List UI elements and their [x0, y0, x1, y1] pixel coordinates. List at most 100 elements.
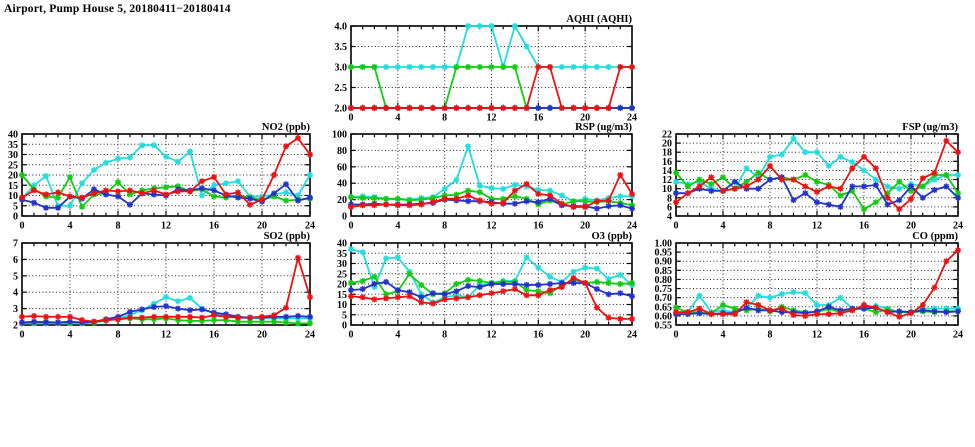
chart-title-rsp: RSP (ug/m3)	[575, 122, 632, 133]
y-tick-label: 2.0	[335, 104, 348, 115]
x-tick-label: 12	[161, 221, 171, 232]
y-tick-label: 1.00	[655, 239, 673, 250]
x-tick-label: 4	[395, 221, 400, 232]
y-tick-label: 3	[13, 304, 18, 315]
x-tick-label: 16	[209, 330, 219, 341]
x-tick-label: 4	[395, 330, 400, 341]
x-tick-label: 0	[349, 113, 354, 124]
y-tick-label: 0.95	[655, 248, 673, 259]
y-tick-label: 40	[8, 130, 18, 141]
x-tick-label: 12	[487, 330, 497, 341]
x-tick-label: 24	[953, 221, 963, 232]
y-tick-label: 35	[8, 140, 18, 151]
plot-border	[675, 242, 959, 326]
x-tick-label: 16	[859, 330, 869, 341]
y-tick-label: 60	[337, 162, 347, 173]
x-tick-label: 24	[627, 221, 637, 232]
chart-title-o3: O3 (ppb)	[591, 231, 632, 242]
chart-title-co: CO (ppm)	[912, 231, 958, 242]
y-tick-label: 0.75	[655, 284, 673, 295]
y-tick-label: 5	[342, 310, 347, 321]
x-tick-label: 16	[533, 113, 543, 124]
y-tick-label: 40	[337, 179, 347, 190]
chart-title-no2: NO2 (ppb)	[262, 122, 311, 133]
y-tick-label: 100	[332, 130, 347, 141]
y-tick-label: 0.60	[655, 311, 673, 322]
x-tick-label: 0	[349, 330, 354, 341]
x-tick-label: 20	[906, 330, 916, 341]
x-tick-label: 12	[487, 221, 497, 232]
x-tick-label: 0	[349, 221, 354, 232]
x-tick-label: 16	[533, 221, 543, 232]
y-tick-label: 10	[337, 300, 347, 311]
x-tick-label: 4	[68, 221, 73, 232]
series-markers-station-red	[348, 172, 635, 210]
y-tick-label: 8	[667, 193, 672, 204]
series-markers-station-red	[348, 64, 635, 111]
y-tick-label: 5	[13, 201, 18, 212]
y-tick-label: 35	[337, 249, 347, 260]
y-tick-label: 2.5	[335, 83, 348, 94]
chart-title-so2: SO2 (ppb)	[264, 231, 311, 242]
y-tick-label: 4	[667, 212, 672, 223]
x-tick-label: 20	[257, 221, 267, 232]
series-markers-station-red	[673, 247, 961, 320]
y-tick-label: 20	[337, 280, 347, 291]
x-tick-label: 24	[305, 330, 315, 341]
y-tick-label: 12	[662, 175, 672, 186]
x-tick-label: 4	[395, 113, 400, 124]
series-markers-station-blue	[348, 278, 635, 301]
x-tick-label: 20	[906, 221, 916, 232]
x-tick-label: 20	[580, 113, 590, 124]
x-tick-label: 16	[533, 330, 543, 341]
y-tick-label: 0.55	[655, 321, 673, 332]
series-markers-station-red	[19, 135, 313, 208]
y-tick-label: 3.5	[335, 42, 348, 53]
y-tick-label: 3.0	[335, 63, 348, 74]
y-tick-label: 4.0	[335, 22, 348, 33]
x-tick-label: 4	[721, 330, 726, 341]
y-tick-label: 5	[13, 271, 18, 282]
y-tick-label: 7	[13, 239, 18, 250]
y-tick-label: 80	[337, 146, 347, 157]
y-tick-label: 10	[8, 191, 18, 202]
y-tick-label: 25	[8, 160, 18, 171]
series-markers-station-red	[19, 254, 313, 325]
series-markers-station-red	[673, 137, 961, 213]
x-tick-label: 16	[209, 221, 219, 232]
x-tick-label: 24	[627, 113, 637, 124]
x-tick-label: 8	[116, 221, 121, 232]
x-tick-label: 0	[20, 221, 25, 232]
x-tick-label: 12	[812, 330, 822, 341]
x-tick-label: 20	[580, 221, 590, 232]
y-tick-label: 30	[8, 150, 18, 161]
y-tick-label: 0	[342, 321, 347, 332]
plot-border	[21, 242, 311, 326]
x-tick-label: 4	[721, 221, 726, 232]
chart-title-fsp: FSP (ug/m3)	[902, 122, 958, 133]
x-tick-label: 0	[674, 221, 679, 232]
y-tick-label: 0.90	[655, 257, 673, 268]
y-tick-label: 20	[8, 171, 18, 182]
x-tick-label: 20	[257, 330, 267, 341]
x-tick-label: 24	[953, 330, 963, 341]
x-tick-label: 8	[442, 113, 447, 124]
page-title: Airport, Pump House 5, 20180411−20180414	[4, 3, 231, 15]
y-tick-label: 18	[662, 148, 672, 159]
y-tick-label: 0.65	[655, 302, 673, 313]
y-tick-label: 30	[337, 259, 347, 270]
x-tick-label: 12	[812, 221, 822, 232]
y-tick-label: 0	[13, 212, 18, 223]
y-tick-label: 15	[337, 290, 347, 301]
y-tick-label: 20	[337, 195, 347, 206]
x-tick-label: 24	[627, 330, 637, 341]
y-tick-label: 0	[342, 212, 347, 223]
